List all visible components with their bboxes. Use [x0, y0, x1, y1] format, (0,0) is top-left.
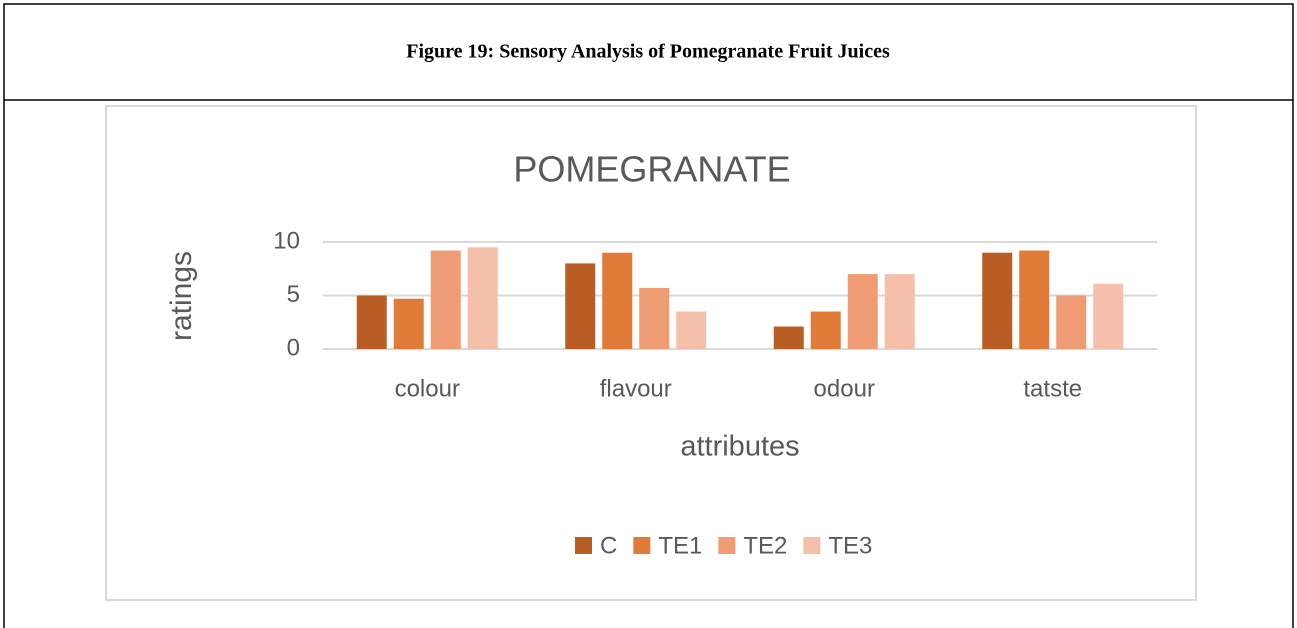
y-tick-label: 0 — [287, 334, 300, 361]
bar — [639, 288, 670, 349]
bar — [602, 252, 633, 349]
bar — [393, 298, 424, 349]
bar — [676, 311, 707, 349]
legend-swatch — [575, 537, 592, 554]
chart-area — [105, 105, 1197, 601]
bar — [847, 274, 878, 349]
bar — [467, 247, 498, 349]
bar — [565, 263, 596, 349]
bar — [982, 252, 1013, 349]
bar — [773, 326, 804, 349]
legend-label: C — [600, 532, 617, 559]
legend-swatch — [803, 537, 821, 554]
legend-swatch — [718, 537, 736, 554]
x-axis-label: attributes — [680, 431, 799, 463]
figure-caption: Figure 19: Sensory Analysis of Pomegrana… — [406, 41, 890, 63]
legend-label: TE3 — [828, 532, 872, 559]
bar — [430, 250, 461, 349]
legend-label: TE1 — [658, 532, 702, 559]
y-tick-label: 10 — [273, 227, 300, 254]
x-tick-label: flavour — [600, 375, 672, 402]
x-tick-label: odour — [814, 375, 875, 402]
bar — [1019, 250, 1050, 349]
x-tick-label: tatste — [1023, 375, 1082, 402]
bar — [1093, 283, 1124, 349]
bar — [356, 295, 387, 349]
legend-swatch — [633, 537, 651, 554]
legend-label: TE2 — [743, 532, 787, 559]
chart-title: POMEGRANATE — [513, 149, 790, 190]
bar — [884, 274, 915, 349]
y-axis-label: ratings — [165, 251, 198, 341]
x-tick-label: colour — [395, 375, 460, 402]
figure-frame — [3, 3, 1294, 628]
bar — [810, 311, 841, 349]
y-tick-label: 5 — [287, 281, 300, 308]
bar — [1056, 295, 1087, 349]
